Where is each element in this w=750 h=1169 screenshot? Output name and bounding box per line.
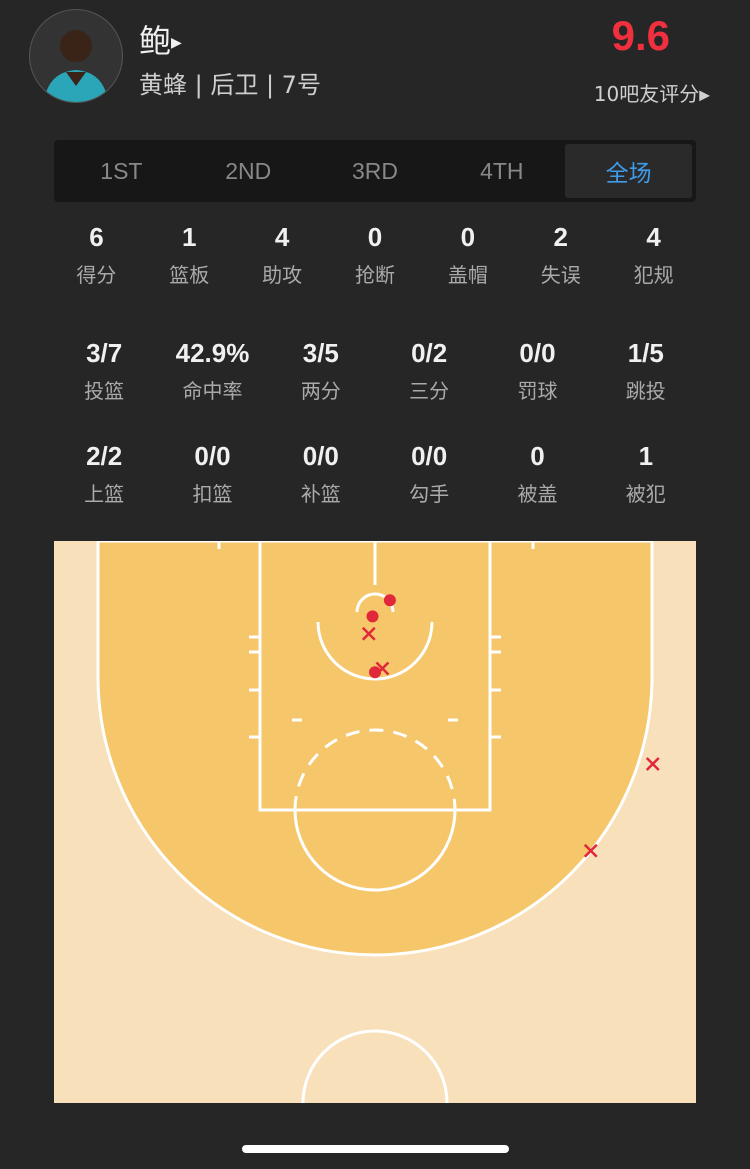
stat-label: 盖帽 — [447, 263, 488, 287]
tab-period-5[interactable]: 全场 — [565, 144, 692, 198]
stat-value: 1 — [638, 441, 654, 471]
stat-value: 0/2 — [411, 338, 448, 368]
stat-item: 0 抢断 — [329, 222, 422, 288]
stat-label: 助攻 — [262, 263, 303, 287]
stat-label: 罚球 — [517, 379, 558, 403]
shot-chart — [54, 541, 696, 1103]
stat-item: 0 被盖 — [483, 441, 591, 507]
stat-label: 两分 — [300, 379, 341, 403]
court-lines — [217, 541, 535, 1103]
stat-label: 上篮 — [84, 482, 125, 506]
tab-period-4[interactable]: 4TH — [480, 157, 524, 184]
stat-label: 勾手 — [409, 482, 450, 506]
stat-item: 6 得分 — [50, 222, 143, 288]
stat-value: 2/2 — [86, 441, 123, 471]
stats-row-shooting: 3/7 投篮 42.9% 命中率 3/5 两分 0/2 三分 0/0 罚球 1/5 跳投 — [50, 338, 700, 404]
stat-value: 0 — [460, 222, 476, 252]
stat-value: 0/0 — [411, 441, 448, 471]
stat-label: 三分 — [409, 379, 450, 403]
stat-label: 补篮 — [300, 482, 341, 506]
stat-label: 跳投 — [625, 379, 666, 403]
stat-label: 得分 — [76, 263, 117, 287]
rating-votes-link[interactable]: 10吧友评分▶ — [593, 82, 710, 106]
stat-item: 0/0 补篮 — [267, 441, 375, 507]
period-tabs: 1ST 2ND 3RD 4TH 全场 — [54, 140, 696, 202]
tab-period-2[interactable]: 2ND — [225, 157, 272, 184]
shot-missed-marker — [361, 626, 376, 641]
stat-item: 0/0 罚球 — [483, 338, 591, 404]
shot-missed-marker — [645, 757, 660, 771]
stat-item: 2/2 上篮 — [50, 441, 158, 507]
three-point-line — [96, 541, 654, 957]
stat-label: 命中率 — [182, 379, 243, 403]
player-rating: 9.6 — [611, 12, 670, 59]
stat-item: 4 助攻 — [236, 222, 329, 288]
stat-label: 犯规 — [633, 263, 674, 287]
stat-label: 投篮 — [84, 379, 125, 403]
home-indicator[interactable] — [242, 1145, 509, 1153]
stat-item: 0/0 勾手 — [375, 441, 483, 507]
player-avatar[interactable] — [29, 9, 123, 103]
stat-value: 3/5 — [302, 338, 339, 368]
stat-value: 4 — [646, 222, 661, 252]
stat-value: 0/0 — [519, 338, 556, 368]
stat-value: 0 — [367, 222, 383, 252]
stat-item: 42.9% 命中率 — [158, 338, 266, 404]
stat-item: 0/0 扣篮 — [158, 441, 266, 507]
stats-row-basic: 6 得分 1 篮板 4 助攻 0 抢断 0 盖帽 2 失误 4 犯规 — [50, 222, 700, 288]
shot-missed-marker — [583, 843, 598, 858]
shot-made-marker — [383, 594, 396, 607]
stat-label: 被犯 — [625, 482, 666, 506]
stat-value: 0 — [530, 441, 545, 471]
player-photo — [44, 30, 108, 102]
stat-label: 篮板 — [169, 263, 210, 287]
tab-period-3[interactable]: 3RD — [351, 157, 398, 184]
stat-item: 3/5 两分 — [267, 338, 375, 404]
stat-value: 1/5 — [627, 338, 664, 368]
caret-right-icon: ▶ — [699, 87, 710, 104]
stat-item: 0/2 三分 — [375, 338, 483, 404]
stat-label: 扣篮 — [192, 482, 233, 506]
stat-item: 0 盖帽 — [421, 222, 514, 288]
stat-label: 失误 — [540, 263, 581, 287]
stat-value: 2 — [553, 222, 568, 252]
player-name[interactable]: 鲍▶ — [139, 22, 182, 60]
player-info: 黄蜂 | 后卫 | 7号 — [139, 71, 321, 99]
stat-item: 1 篮板 — [143, 222, 236, 288]
stat-value: 6 — [89, 222, 104, 252]
shot-made-marker — [369, 666, 381, 679]
stat-item: 1/5 跳投 — [592, 338, 700, 404]
stats-row-shot-types: 2/2 上篮 0/0 扣篮 0/0 补篮 0/0 勾手 0 被盖 1 被犯 — [50, 441, 700, 507]
stat-value: 3/7 — [86, 338, 123, 368]
stat-value: 0/0 — [194, 441, 231, 471]
stat-item: 1 被犯 — [592, 441, 700, 507]
stat-item: 4 犯规 — [607, 222, 700, 288]
stat-value: 4 — [274, 222, 290, 252]
stat-value: 42.9% — [175, 338, 250, 368]
tab-period-1[interactable]: 1ST — [100, 157, 143, 184]
stat-label: 被盖 — [517, 482, 558, 506]
caret-right-icon: ▶ — [171, 35, 182, 51]
stat-item: 3/7 投篮 — [50, 338, 158, 404]
stat-value: 1 — [182, 222, 197, 252]
stat-item: 2 失误 — [514, 222, 607, 288]
stat-value: 0/0 — [302, 441, 339, 471]
shot-missed-marker — [375, 661, 390, 676]
stat-label: 抢断 — [355, 263, 395, 287]
shot-made-marker — [366, 610, 379, 623]
